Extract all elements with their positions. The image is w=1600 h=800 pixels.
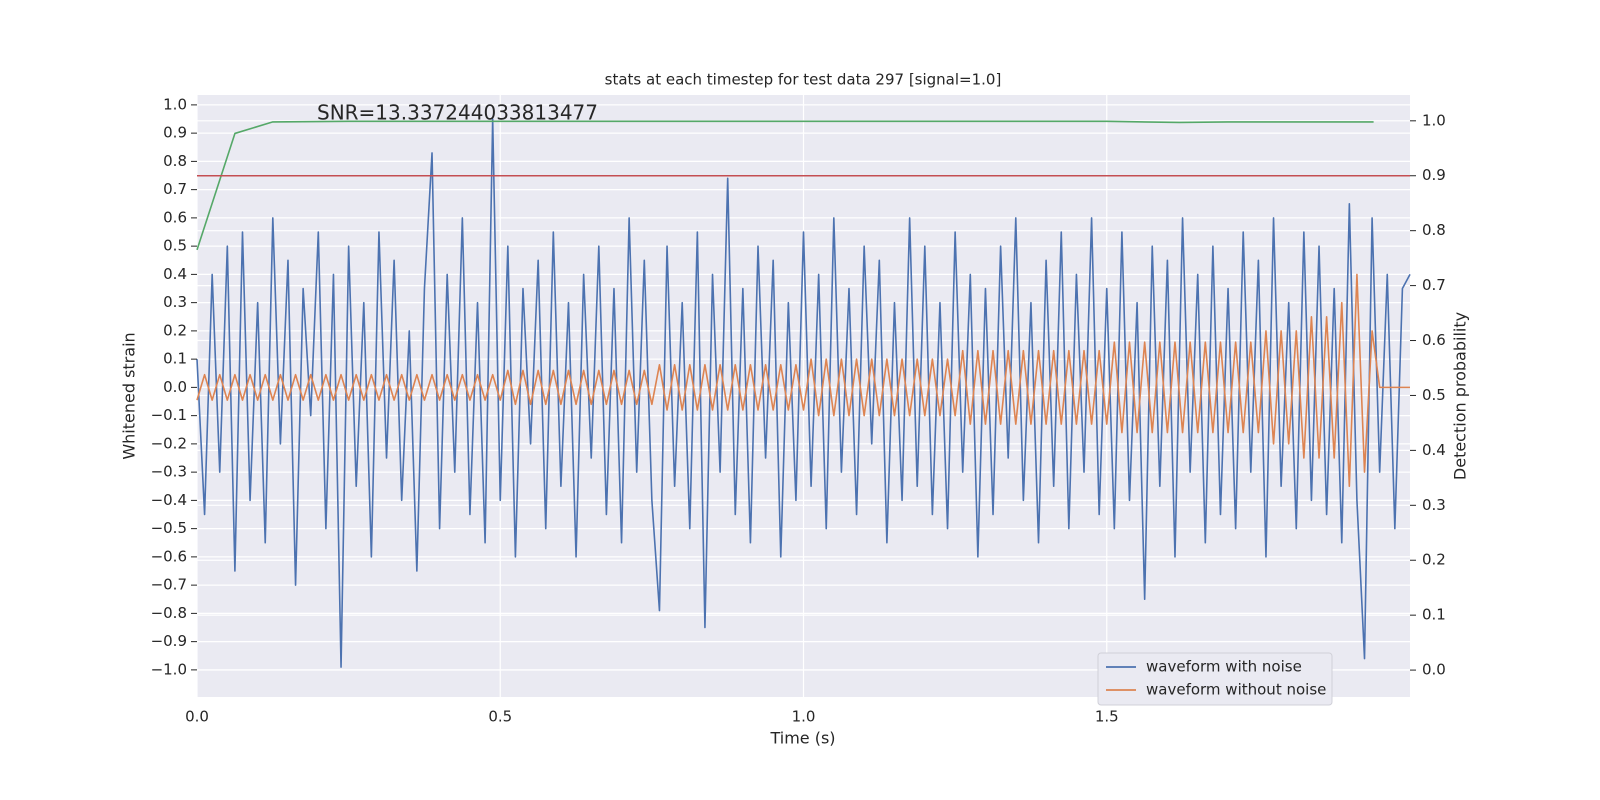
- y2-tick-label: 1.0: [1422, 111, 1446, 129]
- y-tick-label: 0.4: [163, 265, 187, 283]
- legend-label: waveform without noise: [1146, 681, 1326, 699]
- y2-tick-label: 0.4: [1422, 441, 1446, 459]
- y-tick-label: −0.2: [151, 434, 187, 452]
- y-tick-label: 0.6: [163, 208, 187, 226]
- x-axis-label: Time (s): [769, 729, 835, 748]
- chart-title: stats at each timestep for test data 297…: [605, 71, 1002, 89]
- y-tick-label: 0.9: [163, 124, 187, 142]
- y-axis-label: Whitened strain: [120, 332, 139, 459]
- y-tick-label: −0.9: [151, 632, 187, 650]
- y2-axis-label: Detection probability: [1451, 312, 1470, 480]
- y2-tick-label: 0.0: [1422, 661, 1446, 679]
- x-tick-label: 0.0: [185, 708, 209, 726]
- y2-tick-label: 0.1: [1422, 606, 1446, 624]
- y2-tick-label: 0.8: [1422, 221, 1446, 239]
- y-tick-label: 0.8: [163, 152, 187, 170]
- x-tick-label: 0.5: [488, 708, 512, 726]
- series-line: [196, 273, 1410, 488]
- y2-tick-label: 0.6: [1422, 331, 1446, 349]
- y-tick-label: 0.5: [163, 237, 187, 255]
- y-tick-label: 0.2: [163, 321, 187, 339]
- y-tick-label: −0.1: [151, 406, 187, 424]
- legend-box: [1097, 652, 1333, 706]
- marks: [196, 118, 1411, 668]
- series-line: [196, 118, 1411, 668]
- y2-tick-label: 0.7: [1422, 276, 1446, 294]
- legend: waveform with noise waveform without nois…: [1097, 652, 1333, 706]
- annotation: SNR=13.337244033813477: [317, 101, 598, 125]
- y2-tick-label: 0.2: [1422, 551, 1446, 569]
- y-tick-label: −0.3: [151, 463, 187, 481]
- y-tick-label: −0.4: [151, 491, 187, 509]
- y-tick-label: 0.0: [163, 378, 187, 396]
- y-tick-label: 0.7: [163, 180, 187, 198]
- y-tick-label: −0.7: [151, 576, 187, 594]
- y2-tick-label: 0.9: [1422, 166, 1446, 184]
- y-tick-label: −1.0: [151, 660, 187, 678]
- y2-tick-label: 0.3: [1422, 496, 1446, 514]
- x-tick-label: 1.0: [792, 708, 816, 726]
- y-tick-label: −0.5: [151, 519, 187, 537]
- y-tick-label: −0.8: [151, 604, 187, 622]
- y-tick-label: −0.6: [151, 547, 187, 565]
- x-tick-label: 1.5: [1095, 708, 1119, 726]
- y2-tick-label: 0.5: [1422, 386, 1446, 404]
- y-tick-label: 0.3: [163, 293, 187, 311]
- y-tick-label: 1.0: [163, 95, 187, 113]
- y-tick-label: 0.1: [163, 350, 187, 368]
- series-line: [196, 120, 1374, 251]
- legend-label: waveform with noise: [1146, 658, 1302, 676]
